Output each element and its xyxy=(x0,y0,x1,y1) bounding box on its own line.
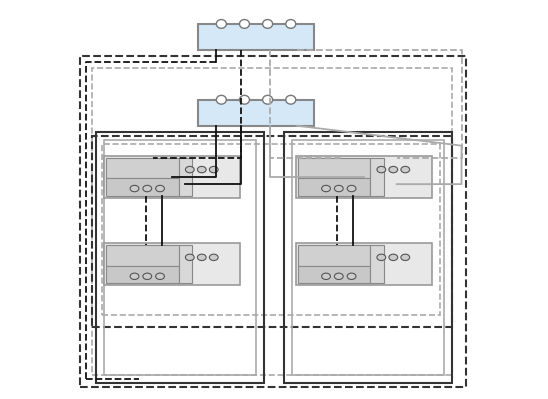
Ellipse shape xyxy=(322,185,330,192)
Bar xyxy=(96,132,264,383)
Ellipse shape xyxy=(130,273,139,280)
Ellipse shape xyxy=(239,95,249,104)
Bar xyxy=(370,158,384,196)
Bar xyxy=(296,243,432,285)
Ellipse shape xyxy=(156,273,164,280)
Bar xyxy=(298,158,370,178)
Ellipse shape xyxy=(262,95,272,104)
Ellipse shape xyxy=(209,166,218,173)
Bar xyxy=(105,156,240,198)
Bar xyxy=(370,245,384,283)
Ellipse shape xyxy=(130,185,139,192)
Ellipse shape xyxy=(197,254,206,261)
Bar xyxy=(298,245,370,266)
Ellipse shape xyxy=(239,20,249,28)
Ellipse shape xyxy=(286,95,296,104)
Ellipse shape xyxy=(216,20,226,28)
Bar xyxy=(93,136,452,327)
Bar xyxy=(292,140,443,375)
Ellipse shape xyxy=(143,273,152,280)
Bar xyxy=(179,158,192,196)
Bar xyxy=(284,132,452,383)
Ellipse shape xyxy=(334,185,343,192)
Bar xyxy=(106,178,179,196)
Bar xyxy=(198,100,314,126)
Ellipse shape xyxy=(347,185,356,192)
Bar xyxy=(81,56,465,387)
Ellipse shape xyxy=(401,254,410,261)
Ellipse shape xyxy=(185,254,194,261)
Ellipse shape xyxy=(377,166,386,173)
Bar xyxy=(298,266,370,283)
Ellipse shape xyxy=(347,273,356,280)
Ellipse shape xyxy=(322,273,330,280)
Ellipse shape xyxy=(216,95,226,104)
Bar xyxy=(106,245,179,266)
Ellipse shape xyxy=(334,273,343,280)
Bar xyxy=(105,140,256,375)
Ellipse shape xyxy=(197,166,206,173)
Ellipse shape xyxy=(143,185,152,192)
Bar xyxy=(179,245,192,283)
Bar xyxy=(106,266,179,283)
Bar xyxy=(106,158,179,178)
Ellipse shape xyxy=(209,254,218,261)
Bar xyxy=(93,68,452,375)
Ellipse shape xyxy=(185,166,194,173)
Bar xyxy=(198,24,314,50)
Bar xyxy=(296,156,432,198)
Ellipse shape xyxy=(156,185,164,192)
Ellipse shape xyxy=(389,166,398,173)
Bar xyxy=(298,178,370,196)
Bar xyxy=(102,144,439,315)
Ellipse shape xyxy=(286,20,296,28)
Ellipse shape xyxy=(262,20,272,28)
Ellipse shape xyxy=(401,166,410,173)
Bar xyxy=(105,243,240,285)
Ellipse shape xyxy=(389,254,398,261)
Ellipse shape xyxy=(377,254,386,261)
